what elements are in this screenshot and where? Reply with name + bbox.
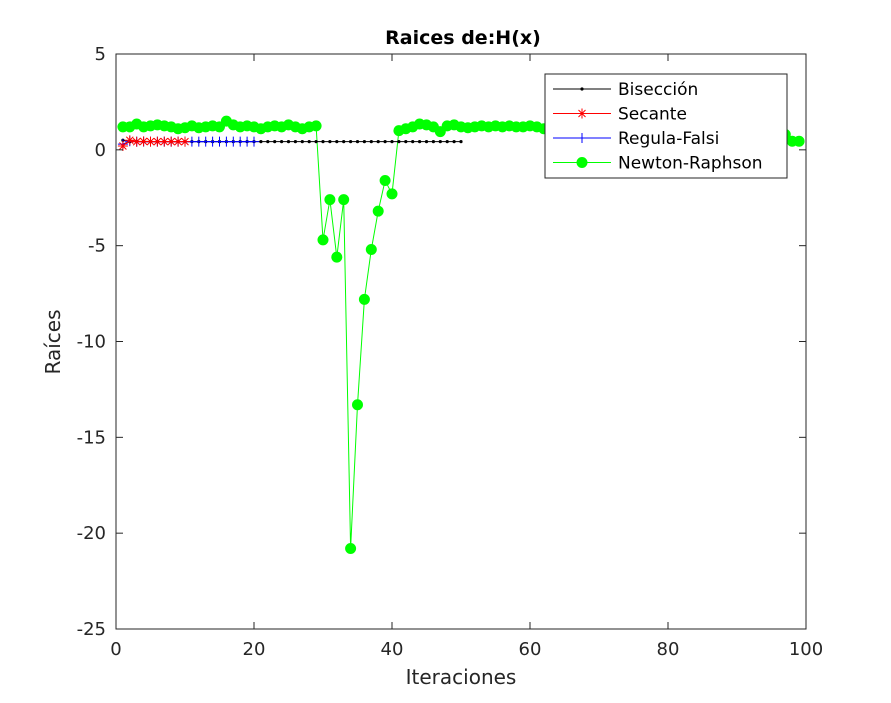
x-tick-label: 20 bbox=[243, 639, 266, 660]
data-point-bisecci-n bbox=[293, 139, 297, 144]
data-point-secante bbox=[159, 136, 170, 147]
data-point-newton-raphson bbox=[310, 120, 322, 132]
x-tick-label: 100 bbox=[789, 639, 823, 660]
data-point-bisecci-n bbox=[307, 139, 311, 144]
data-point-bisecci-n bbox=[438, 139, 442, 144]
data-point-bisecci-n bbox=[404, 139, 408, 144]
y-tick-label: -15 bbox=[77, 427, 106, 448]
data-point-bisecci-n bbox=[424, 139, 429, 144]
data-point-bisecci-n bbox=[431, 139, 435, 144]
data-point-secante bbox=[131, 136, 142, 147]
legend-label-newton-raphson: Newton-Raphson bbox=[618, 154, 763, 174]
data-point-secante bbox=[173, 136, 184, 147]
data-point-bisecci-n bbox=[321, 139, 325, 144]
data-point-newton-raphson bbox=[317, 234, 329, 246]
y-tick-label: 5 bbox=[95, 44, 106, 65]
data-point-bisecci-n bbox=[349, 139, 353, 144]
data-point-bisecci-n bbox=[259, 139, 263, 144]
data-point-newton-raphson bbox=[358, 293, 370, 305]
series-secante bbox=[117, 135, 190, 151]
data-point-newton-raphson bbox=[793, 135, 805, 147]
data-point-newton-raphson bbox=[352, 399, 363, 411]
x-axis-label: Iteraciones bbox=[406, 665, 517, 689]
legend-marker-newton-raphson bbox=[576, 157, 588, 168]
legend-marker-regula-falsi bbox=[577, 133, 587, 143]
data-point-newton-raphson bbox=[379, 175, 391, 186]
x-tick-label: 0 bbox=[110, 639, 121, 660]
data-point-bisecci-n bbox=[397, 139, 401, 144]
y-tick-label: -25 bbox=[77, 619, 106, 640]
data-point-secante bbox=[138, 136, 149, 147]
data-point-bisecci-n bbox=[445, 139, 449, 144]
data-point-regula-falsi bbox=[249, 136, 259, 147]
chart-title: Raices de:H(x) bbox=[385, 27, 541, 49]
data-point-secante bbox=[152, 136, 163, 147]
data-point-bisecci-n bbox=[355, 139, 360, 144]
data-point-secante bbox=[166, 136, 177, 147]
data-point-bisecci-n bbox=[328, 139, 332, 144]
y-tick-label: -10 bbox=[77, 332, 106, 353]
data-point-secante bbox=[124, 135, 135, 146]
legend-marker-bisecci-n bbox=[580, 87, 584, 91]
data-point-bisecci-n bbox=[280, 139, 284, 144]
x-tick-label: 80 bbox=[657, 639, 680, 660]
data-point-bisecci-n bbox=[314, 139, 318, 144]
data-point-bisecci-n bbox=[459, 139, 463, 144]
data-point-bisecci-n bbox=[418, 139, 422, 144]
data-point-bisecci-n bbox=[452, 139, 456, 144]
data-point-secante bbox=[117, 141, 128, 151]
data-point-bisecci-n bbox=[300, 139, 304, 144]
legend: Bisección Secante Regula-Falsi Newton-Raphs… bbox=[544, 73, 788, 179]
y-tick-label: -20 bbox=[77, 523, 106, 544]
data-point-bisecci-n bbox=[342, 139, 346, 144]
data-point-bisecci-n bbox=[286, 139, 291, 144]
data-point-bisecci-n bbox=[411, 139, 415, 144]
data-point-bisecci-n bbox=[390, 139, 394, 144]
data-point-bisecci-n bbox=[273, 139, 277, 144]
data-point-secante bbox=[145, 136, 156, 147]
data-point-newton-raphson bbox=[324, 194, 336, 206]
y-axis-label: Raíces bbox=[41, 310, 65, 375]
legend-label-regula-falsi: Regula-Falsi bbox=[618, 129, 719, 149]
data-point-newton-raphson bbox=[386, 188, 398, 200]
x-tick-label: 60 bbox=[519, 639, 542, 660]
data-point-newton-raphson bbox=[331, 251, 343, 263]
data-point-bisecci-n bbox=[335, 139, 339, 144]
data-point-bisecci-n bbox=[369, 139, 373, 144]
y-tick-label: 0 bbox=[95, 140, 106, 161]
legend-label-bisecci-n: Bisección bbox=[618, 80, 698, 100]
data-point-bisecci-n bbox=[266, 139, 270, 144]
data-point-bisecci-n bbox=[383, 139, 387, 144]
data-point-newton-raphson bbox=[345, 543, 357, 554]
data-point-newton-raphson bbox=[365, 244, 377, 255]
legend-label-secante: Secante bbox=[618, 105, 687, 125]
y-tick-label: -5 bbox=[88, 236, 106, 257]
legend-marker-secante bbox=[577, 108, 587, 119]
data-point-bisecci-n bbox=[376, 139, 380, 144]
data-point-newton-raphson bbox=[372, 205, 384, 217]
data-point-bisecci-n bbox=[362, 139, 366, 144]
data-point-newton-raphson bbox=[338, 194, 350, 206]
data-point-secante bbox=[180, 136, 190, 147]
x-tick-label: 40 bbox=[381, 639, 404, 660]
